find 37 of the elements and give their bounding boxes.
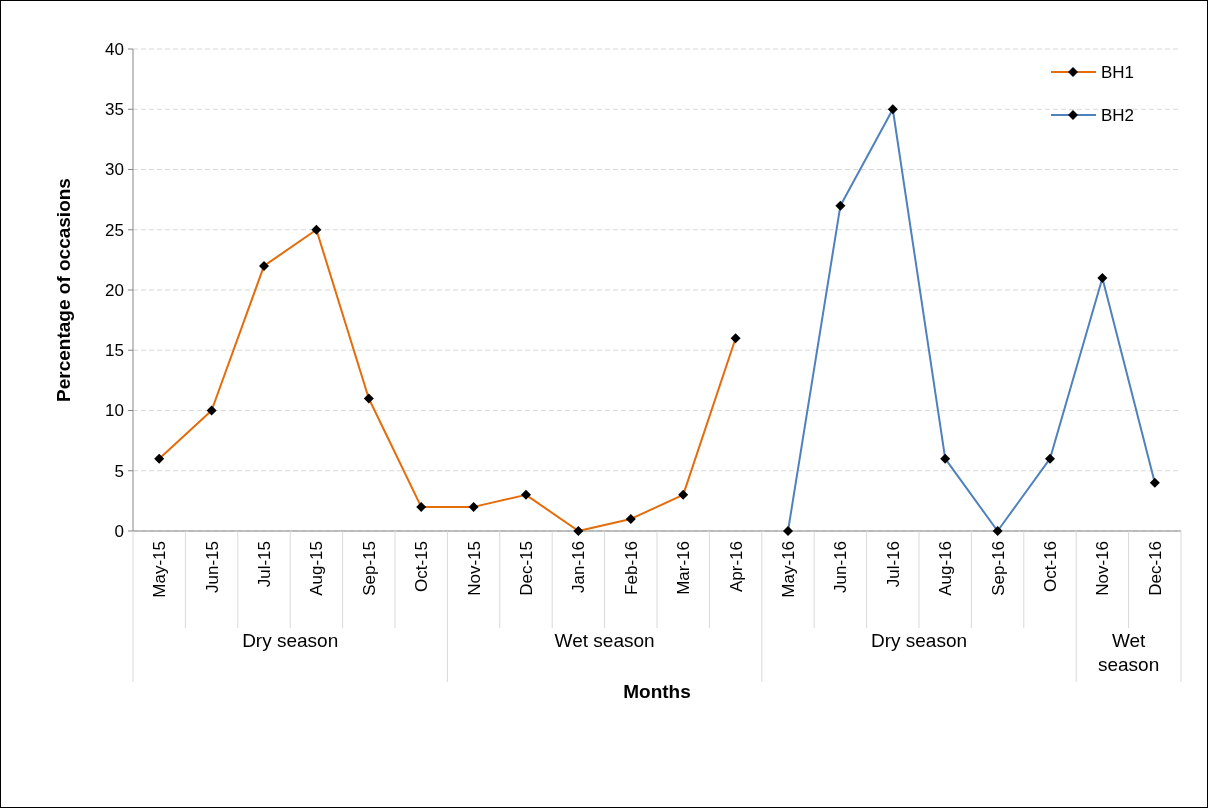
x-tick-label: Jul-16: [883, 541, 903, 588]
y-tick-label: 20: [105, 280, 124, 300]
legend-label: BH2: [1101, 105, 1135, 125]
x-tick-label: Apr-16: [726, 541, 746, 593]
y-tick-label: 30: [105, 160, 124, 180]
x-tick-label: Jun-15: [202, 541, 222, 593]
x-tick-label: Sep-15: [359, 541, 379, 596]
x-tick-label: Oct-15: [412, 541, 432, 593]
x-tick-label: Jan-16: [569, 541, 589, 593]
x-tick-label: Sep-16: [988, 541, 1008, 596]
x-tick-label: Oct-16: [1040, 541, 1060, 593]
x-axis-title: Months: [623, 681, 691, 702]
legend-label: BH1: [1101, 62, 1135, 82]
x-tick-label: Aug-16: [936, 541, 956, 596]
x-tick-label: Jul-15: [254, 541, 274, 588]
text: Wet season: [1097, 630, 1160, 675]
x-tick-label: Jun-16: [831, 541, 851, 593]
y-tick-label: 0: [114, 521, 124, 541]
y-tick-label: 10: [105, 401, 124, 421]
x-tick-label: Dec-16: [1145, 541, 1165, 596]
x-tick-label: May-16: [778, 541, 798, 598]
text: Wet season: [554, 630, 655, 651]
x-tick-label: Nov-16: [1093, 541, 1113, 596]
x-tick-label: Aug-15: [307, 541, 327, 596]
x-tick-label: Feb-16: [621, 541, 641, 595]
text: Dry season: [242, 630, 339, 651]
text: Dry season: [870, 630, 968, 651]
y-tick-label: 25: [105, 220, 124, 240]
y-axis-title: Percentage of occasions: [53, 178, 74, 402]
y-tick-label: 15: [105, 341, 124, 361]
x-tick-label: May-15: [150, 541, 170, 598]
y-tick-label: 35: [105, 100, 124, 120]
x-tick-label: Dec-15: [516, 541, 536, 596]
x-tick-label: Mar-16: [674, 541, 694, 595]
y-tick-label: 40: [105, 39, 124, 59]
x-tick-label: Nov-15: [464, 541, 484, 596]
y-tick-label: 5: [114, 461, 124, 481]
